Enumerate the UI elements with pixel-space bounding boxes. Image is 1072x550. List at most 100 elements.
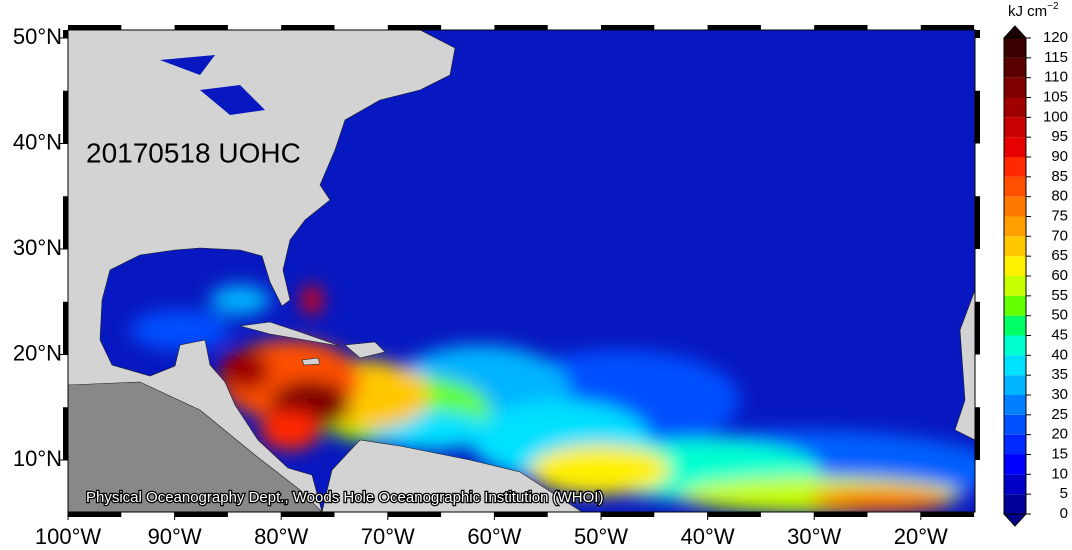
lon-tick-label: 90°W (148, 524, 202, 549)
frame-seg (920, 512, 975, 517)
colorbar-bin (1004, 335, 1026, 356)
colorbar-tick-label: 20 (1051, 426, 1068, 443)
africa (954, 289, 975, 441)
colorbar-tick-label: 80 (1051, 188, 1068, 205)
lon-tick-label: 40°W (681, 524, 735, 549)
lat-tick-label: 40°N (13, 129, 62, 154)
lat-tick-label: 50°N (13, 24, 62, 49)
colorbar-tick-label: 65 (1051, 247, 1068, 264)
colorbar-tick-label: 25 (1051, 406, 1068, 423)
colorbar-bin (1004, 38, 1026, 58)
great-lakes (200, 85, 265, 115)
frame-seg (281, 25, 335, 30)
frame-seg (63, 196, 68, 249)
lon-tick-label: 60°W (467, 524, 521, 549)
colorbar-over (1002, 25, 1028, 39)
colorbar-bin (1004, 176, 1026, 197)
frame-seg (174, 25, 228, 30)
map-title: 20170518 UOHC (86, 137, 301, 168)
colorbar-tick-label: 110 (1044, 69, 1068, 86)
frame-seg (387, 25, 442, 30)
colorbar-bin (1004, 494, 1026, 514)
frame-seg (920, 25, 975, 30)
frame-seg (494, 25, 548, 30)
lon-tick-label: 80°W (254, 524, 308, 549)
colorbar-tick-label: 30 (1051, 386, 1068, 403)
colorbar-tick-label: 55 (1051, 287, 1068, 304)
colorbar-bin (1004, 57, 1026, 78)
frame-seg (63, 301, 68, 355)
lon-tick-label: 30°W (787, 524, 841, 549)
credit: Physical Oceanography Dept., Woods Hole … (86, 489, 603, 506)
colorbar-bin (1004, 315, 1026, 336)
frame-seg (68, 25, 122, 30)
jamaica (301, 357, 321, 366)
frame-seg (174, 512, 228, 517)
colorbar-bin (1004, 395, 1026, 415)
frame-seg (975, 30, 980, 38)
lat-tick-label: 20°N (13, 340, 62, 365)
north-america (68, 30, 456, 512)
frame-seg (601, 25, 655, 30)
frame-seg (63, 30, 68, 38)
colorbar-under (1002, 513, 1028, 527)
colorbar-unit: kJ cm−2 (1008, 1, 1059, 20)
colorbar-bin (1004, 256, 1026, 276)
lake-superior (160, 55, 215, 75)
frame-seg (975, 301, 980, 355)
frame-seg (68, 512, 122, 517)
colorbar-tick-label: 95 (1051, 128, 1068, 145)
frame-seg (814, 512, 868, 517)
lon-tick-label: 20°W (894, 524, 948, 549)
frame-seg (975, 407, 980, 460)
colorbar-bin (1004, 97, 1026, 118)
lon-tick-label: 100°W (35, 524, 102, 549)
unit-exponent: −2 (1047, 1, 1059, 12)
frame-seg (975, 90, 980, 144)
colorbar-bin (1004, 454, 1026, 475)
heat-field (130, 285, 975, 512)
colorbar-tick-label: 50 (1051, 307, 1068, 324)
colorbar-tick-label: 40 (1051, 346, 1068, 363)
colorbar-bin (1004, 216, 1026, 237)
frame-seg (63, 90, 68, 144)
south-america (321, 439, 583, 512)
colorbar-tick-label: 85 (1051, 168, 1068, 185)
lon-tick-label: 70°W (361, 524, 415, 549)
colorbar-bin (1004, 414, 1026, 435)
hispaniola (344, 341, 386, 359)
colorbar-bin (1004, 295, 1026, 316)
frame-seg (975, 196, 980, 249)
colorbar-tick-label: 60 (1051, 267, 1068, 284)
colorbar-tick-label: 10 (1051, 465, 1068, 482)
colorbar-tick-label: 115 (1044, 49, 1068, 66)
frame-seg (281, 512, 335, 517)
colorbar-bin (1004, 355, 1026, 376)
lon-tick-label: 50°W (574, 524, 628, 549)
colorbar-bin (1004, 276, 1026, 296)
colorbar-tick-label: 5 (1060, 485, 1068, 502)
frame-seg (707, 512, 761, 517)
pacific (68, 382, 322, 512)
colorbar-tick-label: 100 (1043, 108, 1068, 125)
colorbar-tick-label: 0 (1060, 505, 1068, 522)
colorbar-bin (1004, 117, 1026, 138)
colorbar-tick-label: 105 (1043, 88, 1068, 105)
colorbar-tick-label: 70 (1051, 227, 1068, 244)
frame-seg (601, 512, 655, 517)
frame-seg (387, 512, 442, 517)
unit: kJ cm (1008, 3, 1047, 20)
colorbar-tick-label: 15 (1051, 445, 1068, 462)
colorbar-tick-label: 45 (1051, 326, 1068, 343)
frame-seg (707, 25, 761, 30)
map-frame (63, 25, 980, 517)
colorbar-bin (1004, 196, 1026, 217)
colorbar-tick-label: 35 (1051, 366, 1068, 383)
map-area (68, 30, 975, 512)
colorbar-bin (1004, 236, 1026, 257)
colorbar-tick-label: 75 (1051, 207, 1068, 224)
lat-tick-label: 10°N (13, 446, 62, 471)
colorbar-bin (1004, 375, 1026, 395)
colorbar-tick-label: 120 (1043, 29, 1068, 46)
